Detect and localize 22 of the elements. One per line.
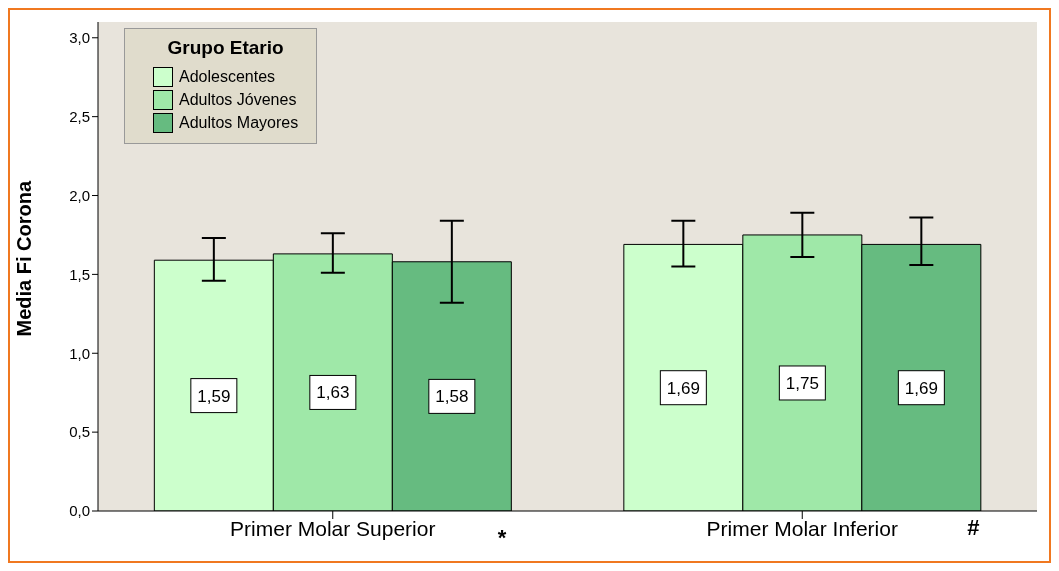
y-axis-title: Media Fi Corona [13,180,36,337]
text: * [497,525,507,551]
data-label: 1,75 [785,373,819,393]
x-tick-label: Primer Molar Superior [230,516,436,540]
data-label: 1,69 [666,378,700,398]
y-tick-label: 2,5 [69,107,90,125]
y-tick-label: 3,0 [69,29,90,47]
y-tick-label: 0,0 [69,502,90,520]
text: # [967,515,980,541]
y-tick-label: 2,0 [69,186,90,204]
legend-title: Grupo Etario [166,37,285,59]
x-tick-label: Primer Molar Inferior [706,516,898,540]
data-label: 1,59 [197,386,231,406]
y-tick-label: 1,0 [69,344,90,362]
legend-label: Adolescentes [178,67,277,87]
data-label: 1,69 [904,378,938,398]
y-tick-label: 0,5 [69,423,90,441]
legend-label: Adultos Mayores [178,113,299,133]
legend-label: Adultos Jóvenes [178,90,298,110]
data-label: 1,58 [435,387,469,407]
y-tick-label: 1,5 [69,265,90,283]
data-label: 1,63 [316,383,350,403]
